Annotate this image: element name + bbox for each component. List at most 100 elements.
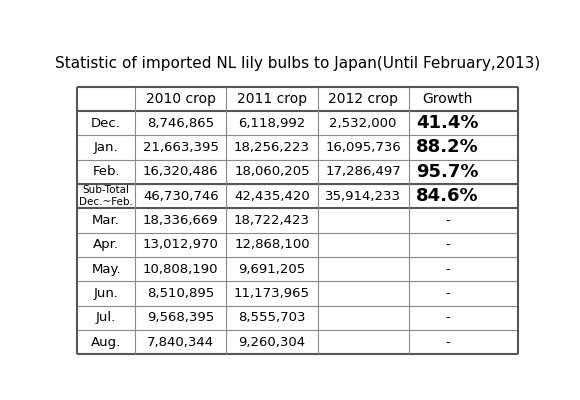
Bar [226,281,317,306]
Bar [409,306,487,330]
Bar [135,135,226,160]
Text: Statistic of imported NL lily bulbs to Japan(Until February,2013): Statistic of imported NL lily bulbs to J… [55,56,540,71]
Bar [317,233,409,257]
Bar [77,86,135,111]
Bar [135,184,226,208]
Bar [135,86,226,111]
Bar [317,111,409,135]
Bar [77,135,135,160]
Text: 12,868,100: 12,868,100 [234,238,310,251]
Text: -: - [445,312,450,324]
Text: Growth: Growth [422,92,473,106]
Text: 35,914,233: 35,914,233 [325,190,401,203]
Bar [77,160,135,184]
Text: 9,691,205: 9,691,205 [238,263,306,276]
Bar [226,330,317,354]
Text: 8,510,895: 8,510,895 [147,287,215,300]
Bar [226,160,317,184]
Bar [317,306,409,330]
Text: 16,095,736: 16,095,736 [325,141,401,154]
Text: 42,435,420: 42,435,420 [234,190,310,203]
Bar [317,160,409,184]
Bar [135,330,226,354]
Bar [409,184,487,208]
Text: 46,730,746: 46,730,746 [143,190,219,203]
Bar [317,281,409,306]
Bar [77,184,135,208]
Bar [135,160,226,184]
Text: -: - [445,287,450,300]
Bar [226,208,317,233]
Text: Apr.: Apr. [93,238,119,251]
Text: 18,060,205: 18,060,205 [234,165,310,178]
Text: -: - [445,263,450,276]
Text: Sub-Total
Dec.~Feb.: Sub-Total Dec.~Feb. [79,185,133,207]
Text: -: - [445,214,450,227]
Text: 18,722,423: 18,722,423 [234,214,310,227]
Bar [317,135,409,160]
Bar [409,208,487,233]
Text: 8,746,865: 8,746,865 [147,116,214,130]
Text: Dec.: Dec. [91,116,121,130]
Bar [135,257,226,281]
Bar [409,233,487,257]
Text: 95.7%: 95.7% [416,163,479,181]
Bar [409,257,487,281]
Bar [135,233,226,257]
Bar [409,111,487,135]
Bar [317,86,409,111]
Bar [409,330,487,354]
Bar [77,111,135,135]
Bar [317,257,409,281]
Text: 11,173,965: 11,173,965 [234,287,310,300]
Text: 10,808,190: 10,808,190 [143,263,219,276]
Text: 84.6%: 84.6% [416,187,479,205]
Bar [409,86,487,111]
Bar [409,160,487,184]
Text: 9,568,395: 9,568,395 [147,312,215,324]
Bar [226,86,317,111]
Bar [317,330,409,354]
Text: -: - [445,336,450,349]
Bar [226,135,317,160]
Bar [226,306,317,330]
Text: 16,320,486: 16,320,486 [143,165,219,178]
Text: May.: May. [91,263,121,276]
Bar [77,281,135,306]
Bar [226,111,317,135]
Text: Mar.: Mar. [92,214,120,227]
Text: Aug.: Aug. [91,336,121,349]
Bar [317,208,409,233]
Bar [77,257,135,281]
Bar [409,135,487,160]
Text: 88.2%: 88.2% [416,138,479,156]
Bar [135,111,226,135]
Text: 17,286,497: 17,286,497 [325,165,401,178]
Bar [135,208,226,233]
Text: 21,663,395: 21,663,395 [143,141,219,154]
Bar [135,306,226,330]
Bar [226,257,317,281]
Bar [317,184,409,208]
Text: Feb.: Feb. [92,165,120,178]
Text: 18,336,669: 18,336,669 [143,214,219,227]
Text: Jan.: Jan. [94,141,118,154]
Bar [135,281,226,306]
Text: Jun.: Jun. [93,287,118,300]
Text: 2010 crop: 2010 crop [146,92,216,106]
Text: -: - [445,238,450,251]
Bar [77,306,135,330]
Bar [77,330,135,354]
Bar [226,184,317,208]
Text: 2,532,000: 2,532,000 [329,116,397,130]
Bar [77,208,135,233]
Bar [77,233,135,257]
Text: 41.4%: 41.4% [416,114,479,132]
Text: 18,256,223: 18,256,223 [234,141,310,154]
Bar [409,281,487,306]
Text: 7,840,344: 7,840,344 [147,336,214,349]
Bar [226,233,317,257]
Text: 13,012,970: 13,012,970 [143,238,219,251]
Text: 9,260,304: 9,260,304 [238,336,306,349]
Text: 8,555,703: 8,555,703 [238,312,306,324]
